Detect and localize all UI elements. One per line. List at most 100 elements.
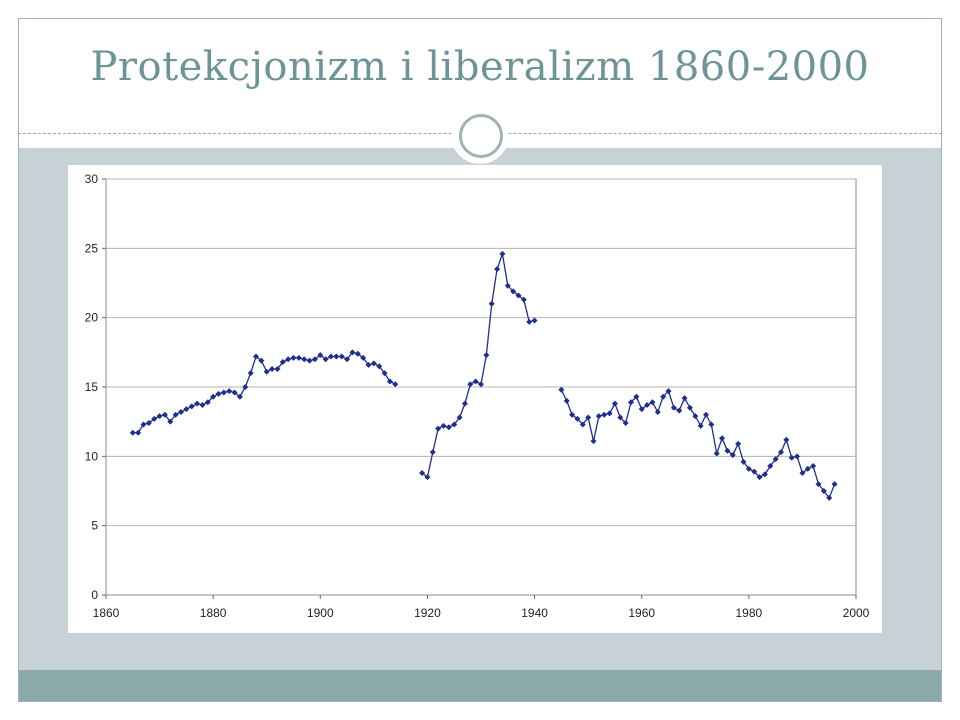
data-point bbox=[226, 388, 233, 395]
data-point bbox=[381, 370, 388, 377]
data-point bbox=[279, 359, 286, 366]
data-point bbox=[301, 356, 308, 363]
slide-title: Protekcjonizm i liberalizm 1860-2000 bbox=[90, 44, 870, 90]
data-point bbox=[703, 411, 709, 418]
data-point bbox=[815, 481, 822, 488]
y-tick-label: 0 bbox=[91, 588, 98, 602]
data-point bbox=[285, 356, 292, 363]
data-point bbox=[451, 421, 458, 428]
y-tick-label: 15 bbox=[85, 380, 99, 394]
data-point bbox=[649, 399, 656, 406]
data-point bbox=[194, 400, 201, 407]
data-point bbox=[472, 378, 479, 385]
data-point bbox=[440, 422, 447, 429]
data-point bbox=[247, 370, 254, 377]
data-point bbox=[686, 404, 693, 411]
x-tick-label: 1860 bbox=[93, 606, 120, 620]
data-point bbox=[370, 360, 377, 367]
data-point bbox=[595, 413, 602, 420]
data-point bbox=[820, 488, 827, 494]
data-point bbox=[767, 463, 774, 470]
data-point bbox=[129, 429, 136, 436]
data-point bbox=[708, 421, 715, 428]
data-point bbox=[424, 474, 431, 481]
data-point bbox=[199, 402, 206, 409]
data-point bbox=[590, 438, 597, 445]
data-point bbox=[558, 386, 565, 393]
data-point bbox=[140, 421, 147, 428]
data-point bbox=[467, 381, 474, 388]
data-point bbox=[531, 317, 538, 324]
data-point bbox=[478, 381, 484, 388]
data-point bbox=[670, 404, 677, 411]
x-tick-label: 1980 bbox=[736, 606, 763, 620]
data-point bbox=[392, 381, 399, 388]
data-point bbox=[676, 407, 683, 414]
data-point bbox=[135, 429, 142, 436]
data-point bbox=[499, 250, 506, 257]
data-point bbox=[579, 421, 586, 428]
data-point bbox=[253, 353, 259, 360]
data-point bbox=[617, 414, 624, 421]
data-point bbox=[322, 356, 329, 363]
data-point bbox=[611, 400, 618, 407]
y-tick-label: 30 bbox=[85, 172, 99, 186]
data-point bbox=[735, 440, 742, 447]
data-point bbox=[386, 378, 393, 385]
data-point bbox=[333, 353, 340, 360]
data-point bbox=[161, 411, 168, 418]
data-point bbox=[445, 424, 452, 431]
data-point bbox=[745, 465, 752, 472]
data-point bbox=[638, 406, 645, 413]
data-point bbox=[574, 415, 581, 422]
data-point bbox=[654, 408, 661, 415]
divider-ring-inner bbox=[459, 114, 503, 158]
data-point bbox=[504, 282, 511, 289]
y-tick-label: 20 bbox=[85, 311, 99, 325]
slide-frame bbox=[18, 18, 942, 702]
data-point bbox=[263, 368, 270, 375]
data-point bbox=[740, 458, 747, 465]
data-point bbox=[236, 393, 243, 400]
data-point bbox=[515, 292, 522, 299]
data-point bbox=[354, 350, 361, 357]
data-point bbox=[220, 389, 227, 396]
data-point bbox=[494, 266, 501, 273]
data-point bbox=[360, 354, 367, 361]
data-point bbox=[156, 413, 163, 420]
data-point bbox=[483, 352, 490, 359]
y-tick-label: 10 bbox=[85, 449, 99, 463]
data-point bbox=[167, 418, 174, 425]
data-point bbox=[231, 389, 238, 396]
data-point bbox=[172, 411, 179, 418]
data-point bbox=[628, 399, 634, 406]
data-point bbox=[242, 384, 249, 390]
data-point bbox=[526, 318, 533, 325]
data-point bbox=[713, 450, 720, 457]
data-point bbox=[622, 420, 629, 427]
data-point bbox=[794, 453, 801, 460]
data-point bbox=[831, 481, 838, 488]
data-point bbox=[274, 365, 281, 372]
x-tick-label: 1940 bbox=[521, 606, 548, 620]
footer-band bbox=[19, 670, 941, 701]
data-point bbox=[338, 353, 345, 360]
data-point bbox=[601, 411, 608, 418]
line-chart: 0 5 10 15 20 25 30 1860 1880 1900 1920 1940 1960 1980… bbox=[85, 172, 870, 620]
data-point bbox=[178, 408, 184, 415]
series-line bbox=[560, 389, 836, 500]
data-point bbox=[729, 451, 736, 458]
data-point bbox=[290, 354, 297, 361]
chart-panel: 0 5 10 15 20 25 30 1860 1880 1900 1920 1940 1960 1980… bbox=[68, 165, 882, 633]
data-point bbox=[719, 435, 726, 442]
data-point bbox=[660, 393, 667, 400]
x-tick-label: 2000 bbox=[843, 606, 870, 620]
data-point bbox=[295, 354, 302, 361]
data-point bbox=[569, 411, 576, 418]
x-tick-label: 1960 bbox=[628, 606, 655, 620]
data-point bbox=[826, 494, 833, 501]
y-tick-label: 25 bbox=[85, 241, 99, 255]
data-point bbox=[665, 388, 672, 395]
data-point bbox=[799, 469, 806, 476]
data-point bbox=[344, 356, 351, 363]
